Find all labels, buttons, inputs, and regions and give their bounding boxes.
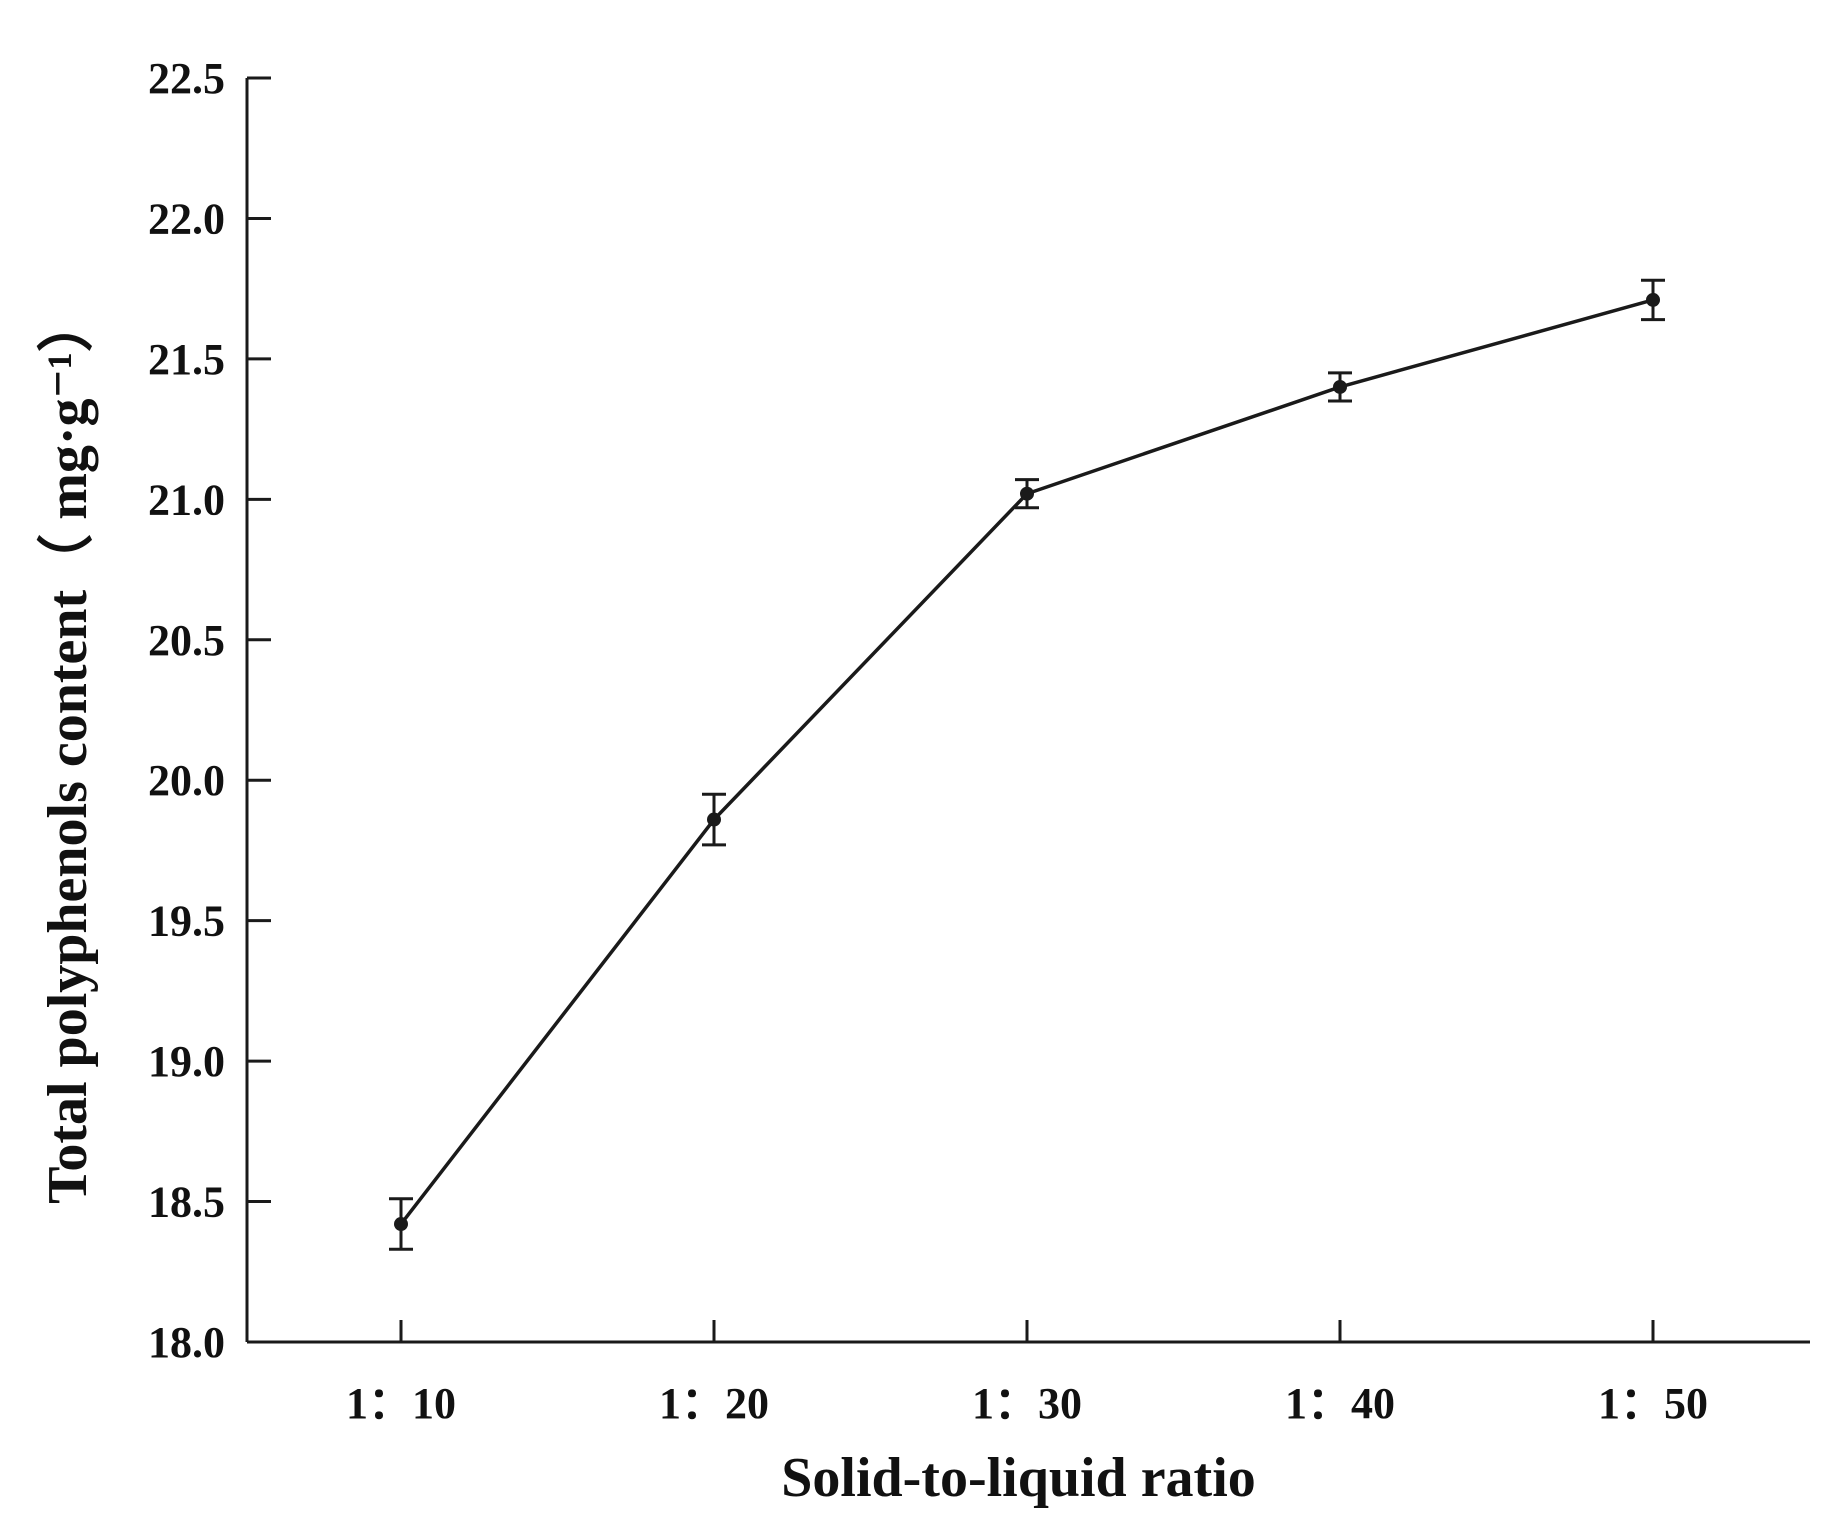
y-axis-title: Total polyphenols content（ mg·g⁻¹）	[36, 296, 99, 1204]
data-point	[1333, 379, 1347, 394]
y-tick-label: 18.5	[148, 1178, 225, 1227]
x-tick-label: 1：20	[659, 1379, 769, 1428]
x-tick-label: 1：40	[1285, 1379, 1395, 1428]
y-axis-ticks: 18.0 18.5 19.0 19.5 20.0 20.5 21.0 21.5 22.0 22.5	[148, 54, 271, 1367]
y-tick-label: 19.0	[148, 1037, 225, 1086]
y-tick-label: 20.5	[148, 616, 225, 665]
y-tick-label: 22.0	[148, 194, 225, 243]
data-point	[707, 812, 721, 827]
y-tick-label: 21.5	[148, 335, 225, 384]
x-tick-label: 1：30	[972, 1379, 1082, 1428]
y-tick-label: 18.0	[148, 1318, 225, 1367]
series-layer	[389, 278, 1665, 1251]
data-point	[1646, 292, 1660, 307]
x-axis-ticks: 1：10 1：20 1：30 1：40 1：50	[346, 1320, 1708, 1428]
y-tick-label: 21.0	[148, 475, 225, 524]
x-axis-title: Solid-to-liquid ratio	[781, 1447, 1256, 1509]
data-point	[1020, 486, 1034, 501]
y-tick-label: 19.5	[148, 897, 225, 946]
y-tick-label: 22.5	[148, 54, 225, 103]
y-tick-label: 20.0	[148, 756, 225, 805]
x-tick-label: 1：10	[346, 1379, 456, 1428]
series-line	[399, 298, 1654, 1226]
data-point	[394, 1217, 408, 1232]
x-tick-label: 1：50	[1598, 1379, 1708, 1428]
